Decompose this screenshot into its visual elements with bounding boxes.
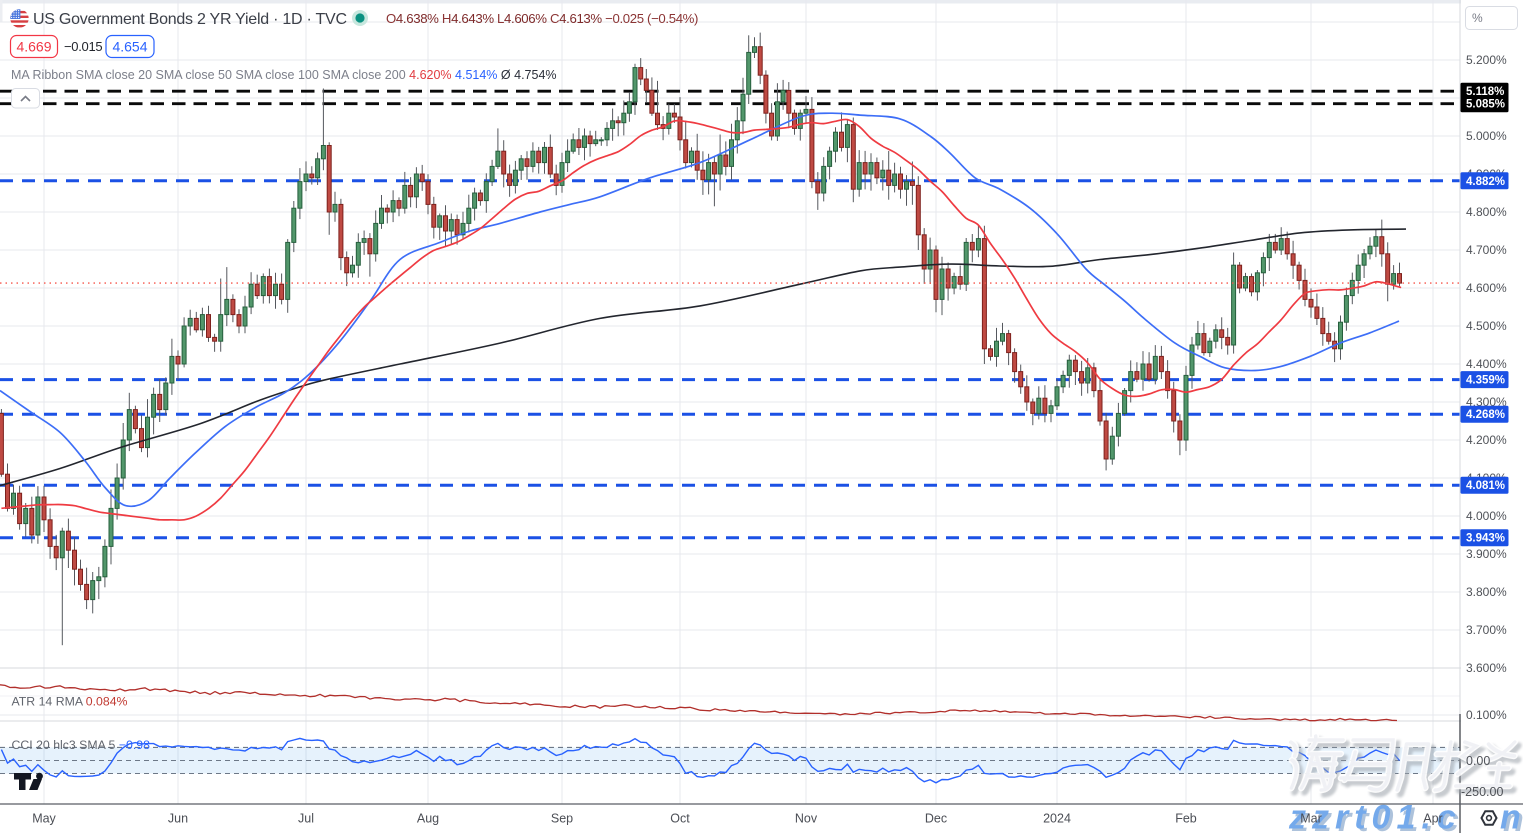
svg-text:0.100%: 0.100% bbox=[1466, 708, 1507, 722]
svg-text:Nov: Nov bbox=[795, 812, 818, 826]
svg-text:Apr: Apr bbox=[1423, 812, 1442, 826]
svg-text:Mar: Mar bbox=[1300, 812, 1322, 826]
svg-text:MA Ribbon SMA close 20 SMA clo: MA Ribbon SMA close 20 SMA close 50 SMA … bbox=[11, 68, 557, 82]
svg-text:0.00: 0.00 bbox=[1466, 754, 1490, 768]
svg-text:n: n bbox=[1503, 801, 1523, 833]
svg-text:Jul: Jul bbox=[298, 812, 314, 826]
svg-text:4.359%: 4.359% bbox=[1466, 375, 1505, 387]
svg-text:Jun: Jun bbox=[168, 812, 188, 826]
svg-text:Sep: Sep bbox=[551, 812, 573, 826]
svg-text:4.000%: 4.000% bbox=[1466, 509, 1507, 523]
svg-text:4.300%: 4.300% bbox=[1466, 395, 1507, 409]
svg-text:5.000%: 5.000% bbox=[1466, 129, 1507, 143]
svg-text:4.200%: 4.200% bbox=[1466, 433, 1507, 447]
svg-text:Aug: Aug bbox=[417, 812, 439, 826]
svg-text:CCI 20 hlc3 SMA 5 −0.98: CCI 20 hlc3 SMA 5 −0.98 bbox=[12, 738, 151, 752]
svg-text:3.700%: 3.700% bbox=[1466, 623, 1507, 637]
svg-text:4.400%: 4.400% bbox=[1466, 357, 1507, 371]
svg-text:%: % bbox=[1472, 11, 1483, 25]
svg-text:May: May bbox=[32, 812, 56, 826]
svg-text:4.669: 4.669 bbox=[16, 39, 51, 55]
svg-text:4.600%: 4.600% bbox=[1466, 281, 1507, 295]
svg-text:3.600%: 3.600% bbox=[1466, 661, 1507, 675]
svg-text:3.800%: 3.800% bbox=[1466, 585, 1507, 599]
svg-text:3.943%: 3.943% bbox=[1466, 533, 1505, 545]
svg-text:5.085%: 5.085% bbox=[1466, 99, 1505, 111]
svg-text:4.882%: 4.882% bbox=[1466, 176, 1505, 188]
svg-text:Feb: Feb bbox=[1175, 812, 1197, 826]
svg-text:2024: 2024 bbox=[1043, 812, 1071, 826]
svg-text:zzrt01.c: zzrt01.c bbox=[1291, 801, 1465, 833]
svg-text:n: n bbox=[1500, 799, 1521, 833]
svg-text:3.900%: 3.900% bbox=[1466, 547, 1507, 561]
svg-text:4.800%: 4.800% bbox=[1466, 205, 1507, 219]
svg-text:-250.00: -250.00 bbox=[1461, 785, 1503, 799]
svg-text:4.700%: 4.700% bbox=[1466, 243, 1507, 257]
svg-text:4.654: 4.654 bbox=[112, 39, 147, 55]
svg-text:Dec: Dec bbox=[925, 812, 947, 826]
svg-text:zzrt01.c: zzrt01.c bbox=[1288, 799, 1462, 833]
svg-text:Oct: Oct bbox=[670, 812, 690, 826]
svg-text:4.500%: 4.500% bbox=[1466, 319, 1507, 333]
svg-text:5.200%: 5.200% bbox=[1466, 53, 1507, 67]
svg-text:US Government Bonds 2 YR Yield: US Government Bonds 2 YR Yield · 1D · TV… bbox=[33, 11, 347, 28]
svg-text:O4.638% H4.643% L4.606% C4.: O4.638% H4.643% L4.606% C4.613% −0.025 (… bbox=[386, 11, 698, 26]
svg-text:ATR 14 RMA 0.084%: ATR 14 RMA 0.084% bbox=[12, 695, 128, 709]
svg-text:4.268%: 4.268% bbox=[1466, 409, 1505, 421]
svg-text:4.081%: 4.081% bbox=[1466, 480, 1505, 492]
svg-text:−0.015: −0.015 bbox=[64, 39, 102, 54]
